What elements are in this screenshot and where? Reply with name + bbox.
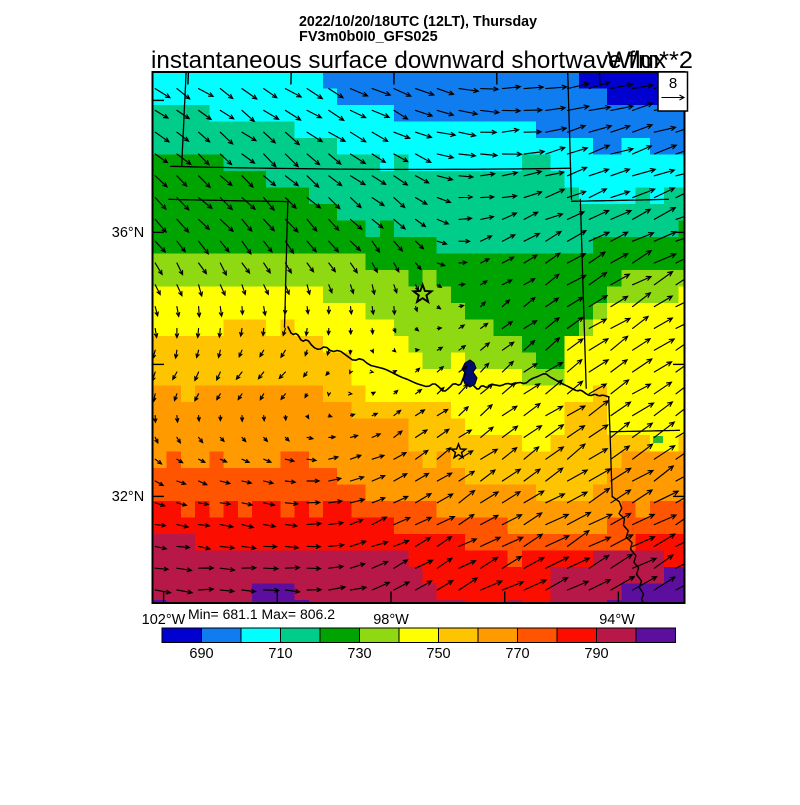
svg-text:Min= 681.1 Max= 806.2: Min= 681.1 Max= 806.2	[188, 607, 335, 622]
svg-text:36°N: 36°N	[112, 225, 144, 241]
svg-text:W/m**2: W/m**2	[607, 47, 693, 74]
svg-text:94°W: 94°W	[599, 612, 635, 628]
svg-text:102°W: 102°W	[142, 612, 186, 628]
svg-text:98°W: 98°W	[373, 612, 409, 628]
svg-text:710: 710	[268, 646, 292, 662]
svg-text:690: 690	[189, 646, 213, 662]
svg-text:2022/10/20/18UTC (12LT), Thurs: 2022/10/20/18UTC (12LT), Thursday	[299, 14, 537, 30]
svg-text:FV3m0b0I0_GFS025: FV3m0b0I0_GFS025	[299, 29, 438, 45]
svg-text:instantaneous surface downward: instantaneous surface downward shortwave…	[151, 47, 666, 74]
svg-text:32°N: 32°N	[112, 489, 144, 505]
svg-text:8: 8	[669, 75, 677, 92]
svg-text:770: 770	[505, 646, 529, 662]
svg-text:730: 730	[347, 646, 371, 662]
svg-text:790: 790	[584, 646, 608, 662]
svg-text:750: 750	[426, 646, 450, 662]
